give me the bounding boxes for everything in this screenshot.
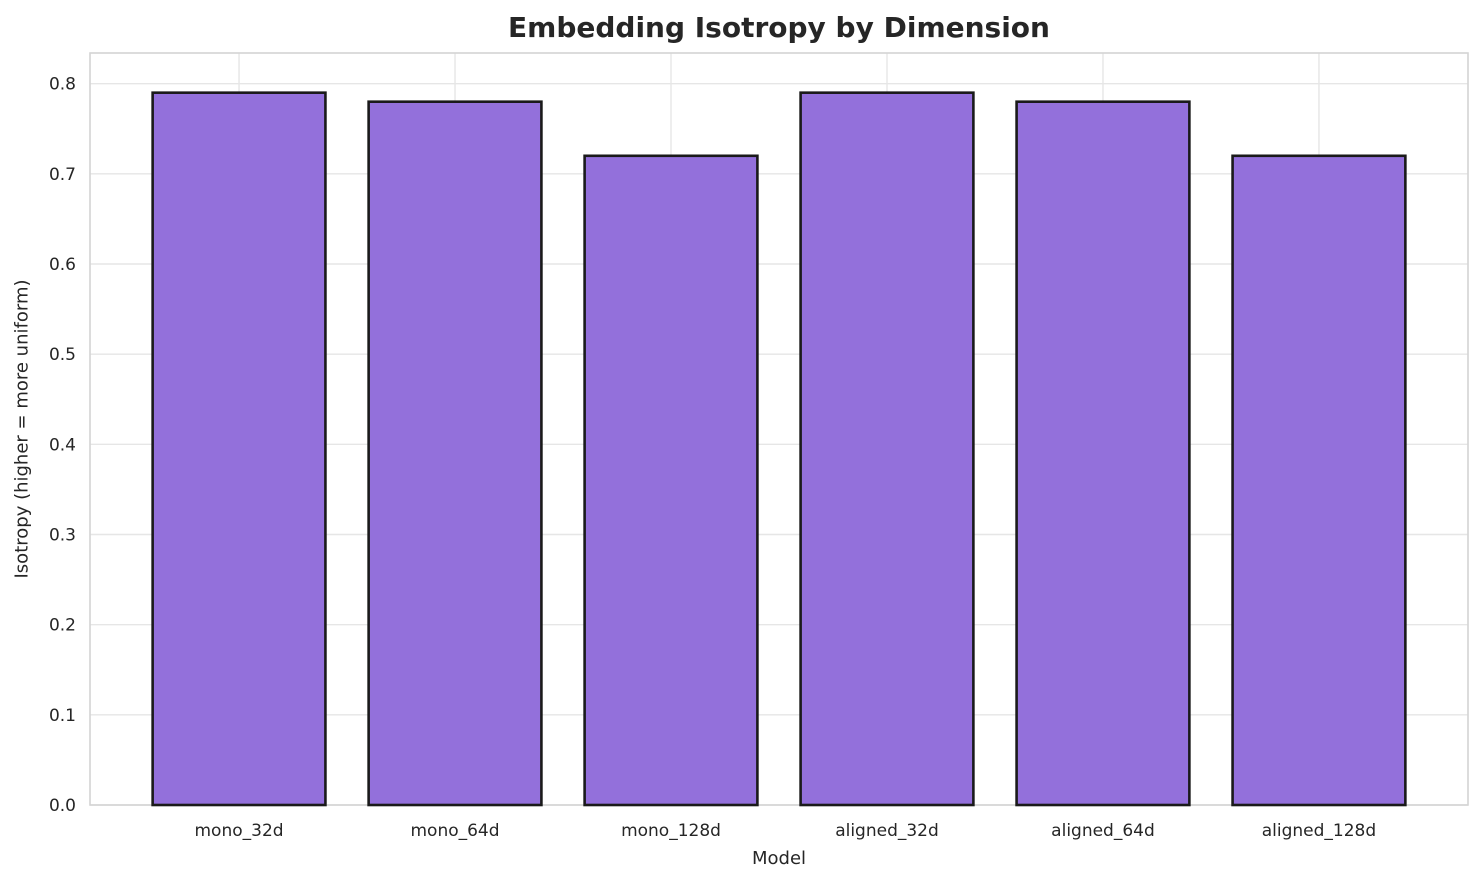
y-tick-label: 0.2 <box>49 616 76 636</box>
x-axis-label: Model <box>751 848 807 869</box>
bar-mono_128d <box>583 154 759 807</box>
y-tick-label: 0.1 <box>49 706 76 726</box>
bar-mono_32d <box>151 91 327 807</box>
x-tick-label: mono_128d <box>621 821 721 841</box>
y-axis-label: Isotropy (higher = more uniform) <box>11 279 33 579</box>
x-tick-label: aligned_64d <box>1051 821 1155 841</box>
x-tick-label: aligned_128d <box>1262 821 1376 841</box>
x-tick-label: mono_64d <box>410 821 499 841</box>
y-tick-label: 0.0 <box>49 796 76 816</box>
y-tick-label: 0.6 <box>49 255 76 275</box>
y-tick-label: 0.5 <box>49 345 76 365</box>
bar-aligned_128d <box>1231 154 1407 807</box>
y-tick-label: 0.7 <box>49 165 76 185</box>
bar-mono_64d <box>367 100 543 807</box>
plot-border <box>89 52 1469 806</box>
bar-aligned_32d <box>799 91 975 807</box>
x-tick-label: mono_32d <box>195 821 284 841</box>
chart-title: Embedding Isotropy by Dimension <box>508 11 1050 44</box>
y-tick-label: 0.4 <box>49 435 76 455</box>
x-tick-label: aligned_32d <box>835 821 939 841</box>
y-tick-label: 0.3 <box>49 525 76 545</box>
y-tick-label: 0.8 <box>49 75 76 95</box>
bar-aligned_64d <box>1015 100 1191 807</box>
